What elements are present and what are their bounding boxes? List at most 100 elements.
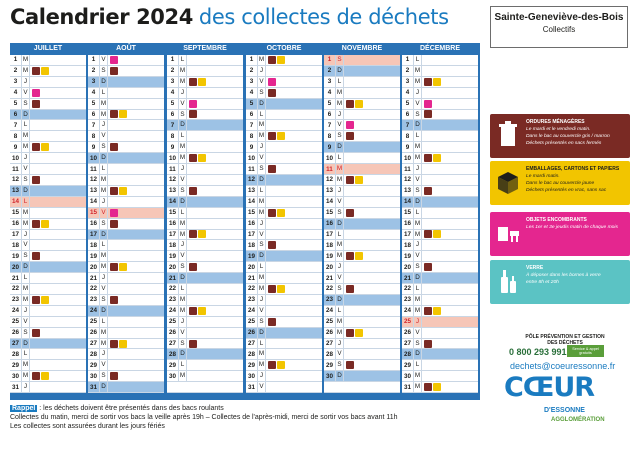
legend-ordures-title: ORDURES MÉNAGÈRES (526, 119, 585, 125)
logo-text: CŒUR (504, 372, 595, 403)
weekday-letter: M (413, 218, 422, 229)
day-number: 28 (89, 350, 97, 358)
day-number: 8 (13, 132, 18, 140)
trash-bin-icon (268, 241, 276, 250)
day-number: 14 (403, 198, 411, 206)
weekday-letter: L (413, 131, 422, 142)
day-number: 9 (13, 143, 18, 151)
trash-bin-icon (189, 230, 197, 239)
day-row: 22 M (246, 284, 322, 295)
weekday-letter: D (335, 142, 344, 153)
day-row: 25 S (246, 316, 322, 328)
box-icon (41, 66, 49, 75)
trash-bin-icon (268, 88, 276, 97)
day-number: 31 (247, 383, 255, 391)
day-number: 14 (89, 198, 97, 206)
email-link[interactable]: dechets@coeuressonne.fr (510, 361, 616, 371)
day-number: 5 (249, 100, 254, 108)
weekday-letter: V (257, 153, 266, 164)
furniture-icon (110, 55, 118, 64)
weekday-letter: S (413, 262, 422, 273)
day-row: 13 M (88, 185, 164, 197)
day-row: 24 M (402, 305, 478, 317)
day-row: 29 L (402, 360, 478, 372)
day-number: 11 (12, 165, 19, 173)
weekday-letter: V (178, 327, 187, 338)
day-row: 17 V (246, 229, 322, 241)
weekday-letter: S (178, 185, 187, 196)
day-number: 2 (91, 67, 96, 75)
weekday-letter: J (178, 240, 187, 251)
weekday-letter: M (21, 371, 30, 382)
day-number: 20 (403, 263, 411, 271)
weekday-letter: V (178, 174, 187, 185)
weekday-letter: M (21, 131, 30, 142)
box-icon (119, 263, 127, 272)
weekday-letter: S (99, 371, 108, 382)
weekday-letter: S (257, 316, 266, 327)
weekday-letter: S (21, 98, 30, 109)
day-number: 8 (91, 132, 96, 140)
day-row: 25 J (167, 316, 243, 328)
legend-encombrants: OBJETS ENCOMBRANTS Les 1er et 3e jeudis … (490, 212, 630, 256)
weekday-letter: S (178, 109, 187, 120)
furniture-icon (189, 99, 197, 108)
weekday-letter: V (21, 240, 30, 251)
trash-bin-icon (110, 66, 118, 75)
weekday-letter: S (21, 251, 30, 262)
day-number: 25 (11, 318, 19, 326)
day-number: 18 (325, 241, 333, 249)
weekday-letter: J (178, 316, 187, 327)
day-number: 12 (168, 176, 176, 184)
phone-number[interactable]: 0 800 293 991 (509, 347, 567, 357)
weekday-letter: M (335, 327, 344, 338)
day-row: 21 D (167, 273, 243, 285)
box-icon (433, 77, 441, 86)
day-row: 16 S (88, 218, 164, 230)
day-row: 29 V (88, 360, 164, 372)
day-row: 23 D (324, 294, 400, 306)
trash-bin-icon (110, 372, 118, 381)
day-row: 15 S (324, 207, 400, 219)
day-number: 5 (170, 100, 175, 108)
weekday-letter: L (178, 55, 187, 65)
weekday-letter: V (335, 120, 344, 131)
day-number: 26 (168, 329, 176, 337)
day-row: 27 L (246, 338, 322, 350)
day-number: 26 (247, 329, 255, 337)
phone-tag: Service & appel gratuits (567, 345, 604, 357)
weekday-letter: V (257, 305, 266, 316)
notes: Rappel : les déchets doivent être présen… (10, 404, 480, 431)
day-number: 30 (11, 372, 19, 380)
day-number: 1 (13, 56, 18, 64)
box-icon (433, 230, 441, 239)
day-number: 26 (403, 329, 411, 337)
day-row: 27 J (324, 338, 400, 350)
weekday-letter: L (257, 109, 266, 120)
day-number: 21 (89, 274, 97, 282)
day-number: 30 (403, 372, 411, 380)
weekday-letter: L (257, 338, 266, 349)
weekday-letter: J (335, 262, 344, 273)
weekday-letter: V (413, 327, 422, 338)
trash-bin-icon (346, 361, 354, 370)
weekday-letter: M (21, 207, 30, 218)
day-number: 1 (405, 56, 410, 64)
day-row: 30 M (167, 371, 243, 383)
day-row: 24 V (246, 305, 322, 317)
day-number: 9 (249, 143, 254, 151)
box-icon (355, 99, 363, 108)
weekday-letter: D (178, 196, 187, 207)
day-number: 4 (405, 89, 410, 97)
day-number: 23 (11, 296, 19, 304)
day-number: 25 (168, 318, 176, 326)
weekday-letter: M (178, 65, 187, 76)
day-number: 1 (327, 56, 332, 64)
day-row: 11 J (167, 164, 243, 175)
trash-bin-icon (424, 154, 432, 163)
